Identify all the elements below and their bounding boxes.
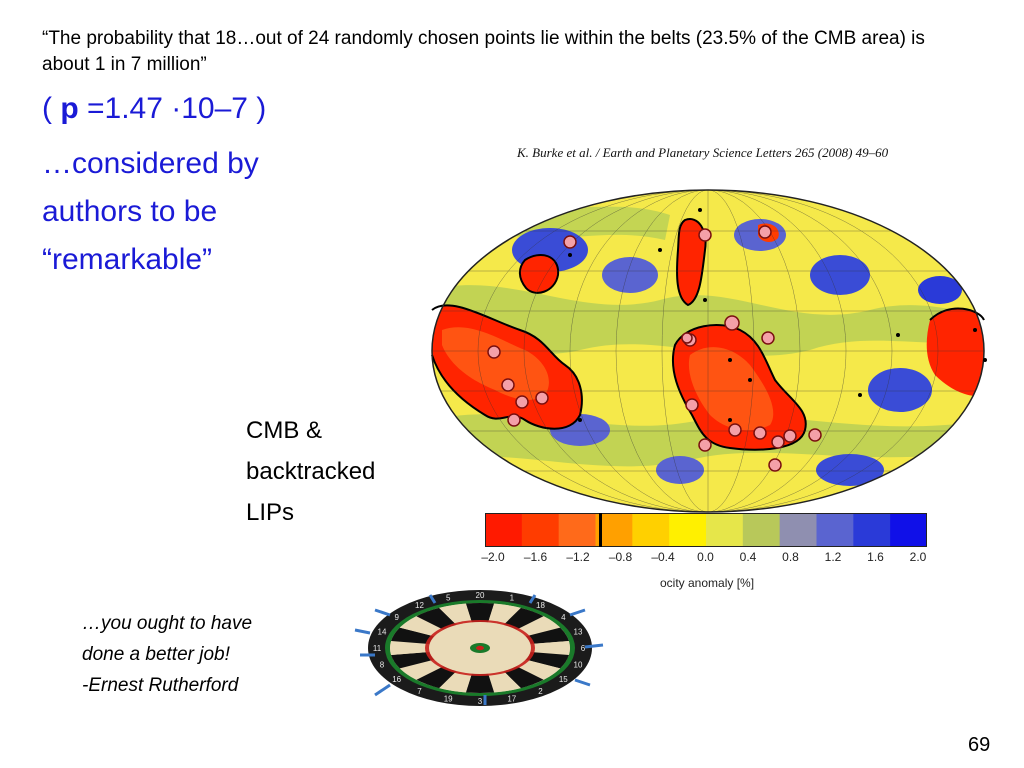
cmb-lips-label: CMB & backtracked LIPs [246, 417, 376, 526]
dartboard-number: 13 [574, 628, 583, 637]
colorbar-tick-label: –2.0 [481, 550, 505, 564]
colorbar-tick-label: –0.8 [608, 550, 633, 564]
colorbar-cell [669, 513, 707, 547]
dartboard-number: 5 [446, 594, 451, 603]
colorbar-tick-label: –1.2 [566, 550, 590, 564]
colorbar-cell [853, 513, 891, 547]
rutherford-line-2: done a better job! [82, 644, 230, 665]
dartboard-image: 20 1 18 4 13 6 10 15 2 17 3 19 7 16 8 11 14 9 12 5 [354, 590, 604, 706]
colorbar-label: ocity anomaly [%] [660, 576, 755, 590]
dartboard-number: 11 [373, 644, 382, 653]
p-value: =1.47 ·10–7 ) [78, 92, 267, 125]
colorbar-tick-label: 1.6 [867, 550, 884, 564]
dartboard-number: 14 [378, 628, 387, 637]
p-value-prefix: ( [42, 92, 61, 125]
dartboard-number: 20 [476, 591, 485, 600]
colorbar-cell [890, 513, 927, 547]
dartboard-number: 19 [444, 694, 453, 703]
p-value-line: ( p =1.47 ·10–7 ) [42, 92, 266, 126]
dartboard-number: 15 [559, 675, 568, 684]
colorbar-cell [632, 513, 670, 547]
dartboard-number: 16 [392, 675, 401, 684]
dartboard-number: 2 [538, 687, 543, 696]
dartboard-number: 3 [478, 697, 483, 706]
colorbar-tick-label: 0.8 [782, 550, 799, 564]
rutherford-line-3: -Ernest Rutherford [82, 675, 239, 696]
remark-text: …considered by authors to be “remarkable… [42, 147, 259, 276]
figure-citation: K. Burke et al. / Earth and Planetary Sc… [517, 145, 889, 160]
dartboard-number: 8 [380, 660, 385, 669]
colorbar-tick-label: –0.4 [651, 550, 675, 564]
colorbar-cell [521, 513, 560, 547]
colorbar-tick-label: 0.4 [739, 550, 757, 564]
dartboard-number: 17 [507, 694, 516, 703]
dartboard-number: 7 [417, 687, 422, 696]
rutherford-line-1: …you ought to have [82, 613, 253, 634]
p-symbol: p [60, 92, 79, 125]
dartboard-number: 12 [415, 601, 424, 610]
dartboard-number: 4 [561, 613, 566, 622]
colorbar-cell [742, 513, 781, 547]
dartboard-number: 10 [574, 660, 583, 669]
colorbar-tick-label: 0.0 [697, 550, 714, 564]
dartboard-number: 6 [581, 644, 586, 653]
colorbar-tick-label: 1.2 [824, 550, 842, 564]
dartboard-number: 1 [510, 594, 515, 603]
colorbar-tick-label: –1.6 [523, 550, 548, 564]
velocity-colorbar [485, 513, 927, 547]
colorbar-cell [706, 513, 744, 547]
rutherford-quote: …you ought to have done a better job! -E… [82, 608, 297, 701]
colorbar-cell [558, 513, 596, 547]
colorbar-cell [485, 513, 523, 547]
dartboard-number: 18 [536, 601, 545, 610]
cmb-shear-velocity-map [431, 189, 987, 513]
colorbar-tick-label: 2.0 [909, 550, 927, 564]
probability-quote: “The probability that 18…out of 24 rando… [42, 28, 925, 75]
page-number: 69 [968, 734, 991, 756]
colorbar-cell [779, 513, 817, 547]
colorbar-cell [816, 513, 854, 547]
dartboard-number: 9 [394, 613, 399, 622]
